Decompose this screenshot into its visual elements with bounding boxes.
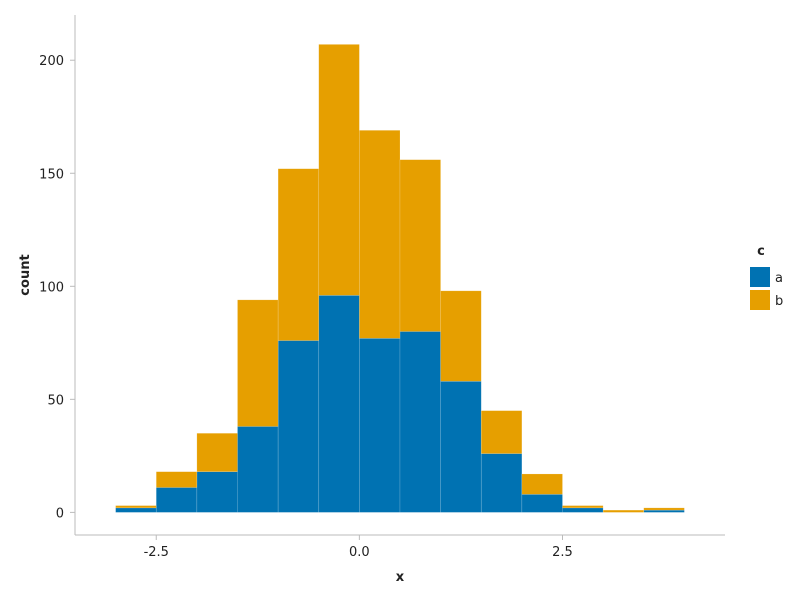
bar-b-8 <box>440 290 482 382</box>
bar-a-11 <box>562 507 604 513</box>
x-tick-label: 2.5 <box>552 545 573 560</box>
bar-b-6 <box>359 130 401 339</box>
bar-a-5 <box>318 295 360 513</box>
y-tick-label: 0 <box>56 506 64 521</box>
bar-a-6 <box>359 338 401 513</box>
legend-label-b: b <box>775 294 783 309</box>
y-tick-label: 200 <box>39 54 64 69</box>
bar-b-2 <box>196 432 238 472</box>
legend-swatch-b <box>750 290 770 310</box>
bar-a-3 <box>237 426 279 513</box>
legend-label-a: a <box>775 271 783 286</box>
bar-b-9 <box>480 410 523 454</box>
bars-layer <box>115 44 685 513</box>
y-tick-label: 150 <box>39 167 64 182</box>
axes-layer: -2.5 0.0 2.5 0 50 100 150 200 x count <box>18 15 725 585</box>
y-tick-label: 100 <box>39 280 64 295</box>
bar-b-12 <box>602 509 645 513</box>
bar-b-11 <box>562 505 604 509</box>
bar-b-13 <box>643 507 685 511</box>
x-tick-label: -2.5 <box>144 545 169 560</box>
bar-b-3 <box>237 299 279 427</box>
bar-b-7 <box>399 159 441 332</box>
bar-a-7 <box>399 331 441 513</box>
y-axis-title: count <box>18 254 33 295</box>
bar-b-1 <box>155 471 198 488</box>
bar-a-13 <box>643 509 685 513</box>
y-tick-label: 50 <box>47 393 64 408</box>
x-axis-title: x <box>396 570 405 585</box>
bar-a-4 <box>277 340 320 513</box>
legend: c ab <box>750 244 783 310</box>
legend-items: ab <box>750 267 783 310</box>
bar-a-0 <box>115 507 157 513</box>
bar-b-10 <box>521 473 563 495</box>
bar-b-0 <box>115 505 157 509</box>
bar-a-10 <box>521 494 563 513</box>
bar-b-5 <box>318 44 360 296</box>
x-ticks: -2.5 0.0 2.5 <box>144 535 573 560</box>
bar-a-1 <box>155 487 198 513</box>
legend-title: c <box>757 244 765 259</box>
bar-a-8 <box>440 380 482 513</box>
bar-a-9 <box>480 453 523 513</box>
y-ticks: 0 50 100 150 200 <box>39 54 75 521</box>
x-tick-label: 0.0 <box>349 545 370 560</box>
bar-a-2 <box>196 471 238 513</box>
bar-b-4 <box>277 168 320 341</box>
legend-swatch-a <box>750 267 770 287</box>
